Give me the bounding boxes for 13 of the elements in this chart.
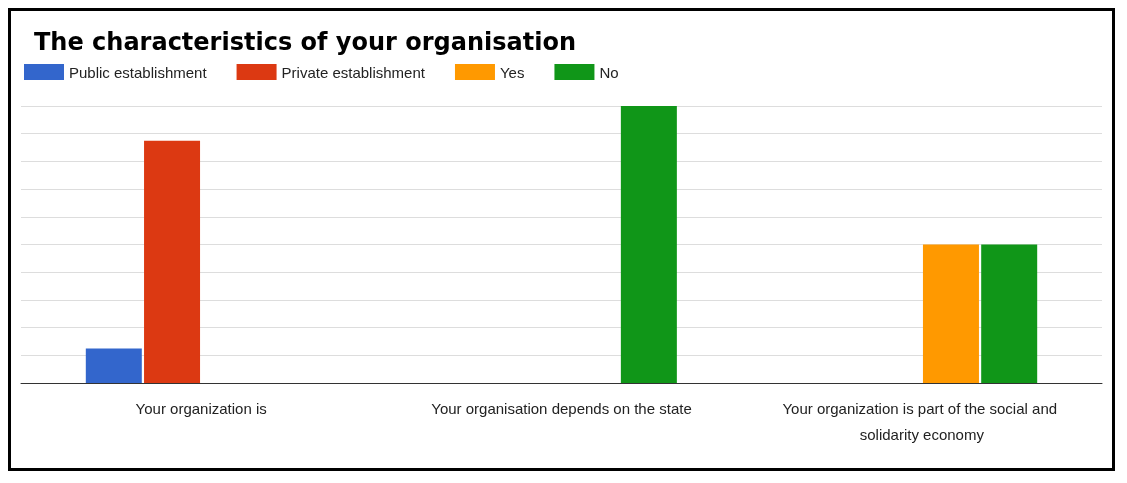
bar — [981, 244, 1038, 383]
legend-label: Public establishment — [69, 63, 208, 81]
legend-label: Private establishment — [281, 63, 426, 81]
bar — [620, 106, 677, 383]
x-tick-label: Your organisation depends on the state — [431, 399, 692, 417]
chart-title: The characteristics of your organisation — [34, 28, 576, 56]
legend-label: Yes — [499, 63, 525, 81]
x-tick-label: Your organization is — [135, 399, 267, 417]
bar — [144, 140, 201, 383]
x-tick-label: Your organization is part of the social and solidarity economy — [782, 399, 1062, 443]
bar — [85, 348, 142, 383]
bar — [922, 244, 979, 383]
legend-label: No — [599, 63, 619, 81]
